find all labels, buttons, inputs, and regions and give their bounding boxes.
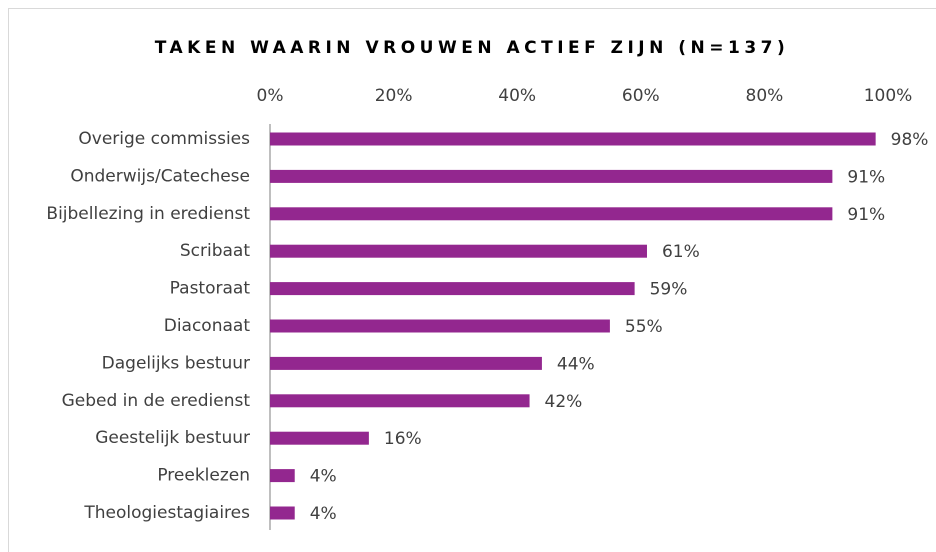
data-label: 61% (662, 242, 700, 262)
x-tick-label: 20% (375, 86, 413, 106)
y-tick-label: Overige commissies (78, 129, 250, 149)
x-tick-label: 100% (864, 86, 913, 106)
data-label: 59% (650, 280, 688, 300)
chart-title: TAKEN WAARIN VROUWEN ACTIEF ZIJN (N=137) (155, 38, 790, 58)
bar (270, 319, 610, 333)
data-label: 91% (847, 167, 885, 187)
y-tick-label: Gebed in de eredienst (62, 391, 251, 411)
y-tick-label: Geestelijk bestuur (95, 428, 250, 448)
data-label: 44% (557, 354, 595, 374)
y-tick-label: Pastoraat (170, 279, 251, 299)
y-tick-label: Scribaat (180, 241, 250, 261)
x-tick-label: 0% (257, 86, 284, 106)
x-tick-label: 40% (498, 86, 536, 106)
data-label: 42% (545, 392, 583, 412)
data-label: 16% (384, 429, 422, 449)
bar (270, 431, 369, 445)
data-label: 4% (310, 467, 337, 487)
y-tick-label: Dagelijks bestuur (102, 353, 250, 373)
bar (270, 506, 295, 520)
bar (270, 244, 647, 258)
bar (270, 282, 635, 296)
bar (270, 394, 530, 408)
y-tick-label: Preeklezen (157, 466, 250, 486)
x-tick-label: 60% (622, 86, 660, 106)
bar (270, 169, 833, 183)
bar (270, 469, 295, 483)
chart-frame (8, 8, 936, 552)
data-label: 55% (625, 317, 663, 337)
y-tick-label: Diaconaat (164, 316, 251, 336)
x-tick-label: 80% (746, 86, 784, 106)
bar (270, 356, 542, 370)
bar (270, 207, 833, 221)
bar (270, 132, 876, 146)
y-tick-label: Theologiestagiaires (83, 503, 250, 523)
y-tick-label: Bijbellezing in eredienst (46, 204, 250, 224)
data-label: 98% (891, 130, 929, 150)
y-tick-label: Onderwijs/Catechese (70, 166, 250, 186)
data-label: 91% (847, 205, 885, 225)
data-label: 4% (310, 504, 337, 524)
